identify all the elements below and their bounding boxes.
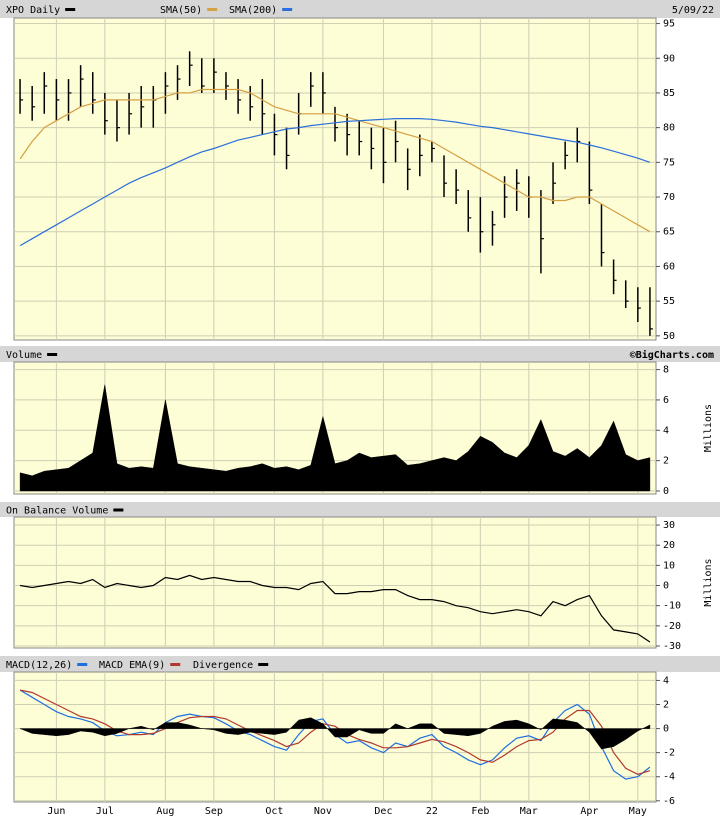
y-tick-label: 0: [663, 486, 669, 497]
line: [19, 88, 651, 233]
y-tick-label: 8: [663, 365, 669, 376]
legend-label: MACD EMA(9): [99, 660, 165, 671]
y-tick-label: -30: [663, 641, 681, 652]
y-tick-label: -10: [663, 601, 681, 612]
legend-label: SMA(50): [160, 5, 202, 16]
panel-header: [0, 656, 720, 672]
y-tick-label: 50: [663, 331, 675, 342]
plot-background: [13, 17, 657, 341]
y-axis-label: Millions: [703, 404, 714, 452]
line: [19, 118, 651, 247]
panel-header: [0, 502, 720, 517]
legend-label: MACD(12,26): [6, 660, 72, 671]
line: [19, 689, 651, 775]
y-tick-label: -4: [663, 772, 675, 783]
line: [20, 574, 651, 643]
y-tick-label: 85: [663, 88, 675, 99]
y-tick-label: 2: [663, 700, 669, 711]
credit: ©BigCharts.com: [630, 349, 714, 361]
y-tick-label: 90: [663, 53, 675, 64]
legend-label: On Balance Volume: [6, 506, 108, 517]
x-tick-label: Apr: [580, 806, 598, 817]
y-axis-label: Millions: [703, 558, 714, 606]
x-tick-label: Mar: [520, 806, 538, 817]
x-tick-label: Aug: [156, 806, 174, 817]
y-tick-label: 30: [663, 520, 675, 531]
y-tick-label: 4: [663, 675, 669, 686]
legend-label: Volume: [6, 350, 42, 361]
legend-swatch: [113, 508, 124, 512]
x-tick-label: Jul: [96, 806, 114, 817]
x-tick-label: May: [629, 806, 647, 817]
x-tick-label: Jun: [47, 806, 65, 817]
y-tick-label: 20: [663, 540, 675, 551]
panel-header: [0, 0, 720, 18]
y-tick-label: 65: [663, 227, 675, 238]
y-tick-label: 75: [663, 157, 675, 168]
x-tick-label: 22: [426, 806, 438, 817]
legend-label: XPO Daily: [6, 5, 60, 16]
y-tick-label: 2: [663, 456, 669, 467]
legend-swatch: [77, 663, 88, 666]
x-tick-label: Dec: [374, 806, 392, 817]
plot-background: [13, 516, 657, 649]
area: [19, 384, 651, 492]
legend-swatch: [65, 8, 76, 11]
y-tick-label: 6: [663, 395, 669, 406]
legend-swatch: [258, 663, 269, 666]
legend-swatch: [282, 8, 293, 11]
y-tick-label: 4: [663, 425, 669, 436]
x-tick-label: Nov: [314, 806, 332, 817]
y-tick-label: 0: [663, 724, 669, 735]
y-tick-label: 60: [663, 261, 675, 272]
y-tick-label: 55: [663, 296, 675, 307]
date-label: 5/09/22: [672, 5, 714, 16]
legend-label: Divergence: [193, 660, 253, 671]
x-tick-label: Feb: [471, 806, 489, 817]
y-tick-label: 80: [663, 123, 675, 134]
y-tick-label: -2: [663, 748, 675, 759]
area: [19, 717, 651, 750]
panel-header: [0, 346, 720, 362]
y-tick-label: -20: [663, 621, 681, 632]
legend-swatch: [47, 353, 58, 356]
y-tick-label: -6: [663, 796, 675, 807]
legend-swatch: [207, 8, 218, 11]
y-tick-label: 95: [663, 19, 675, 30]
legend-swatch: [170, 663, 181, 666]
x-tick-label: Sep: [205, 806, 223, 817]
legend-label: SMA(200): [229, 5, 277, 16]
y-tick-label: 70: [663, 192, 675, 203]
x-tick-label: Oct: [265, 806, 283, 817]
y-tick-label: 0: [663, 581, 669, 592]
y-tick-label: 10: [663, 560, 675, 571]
